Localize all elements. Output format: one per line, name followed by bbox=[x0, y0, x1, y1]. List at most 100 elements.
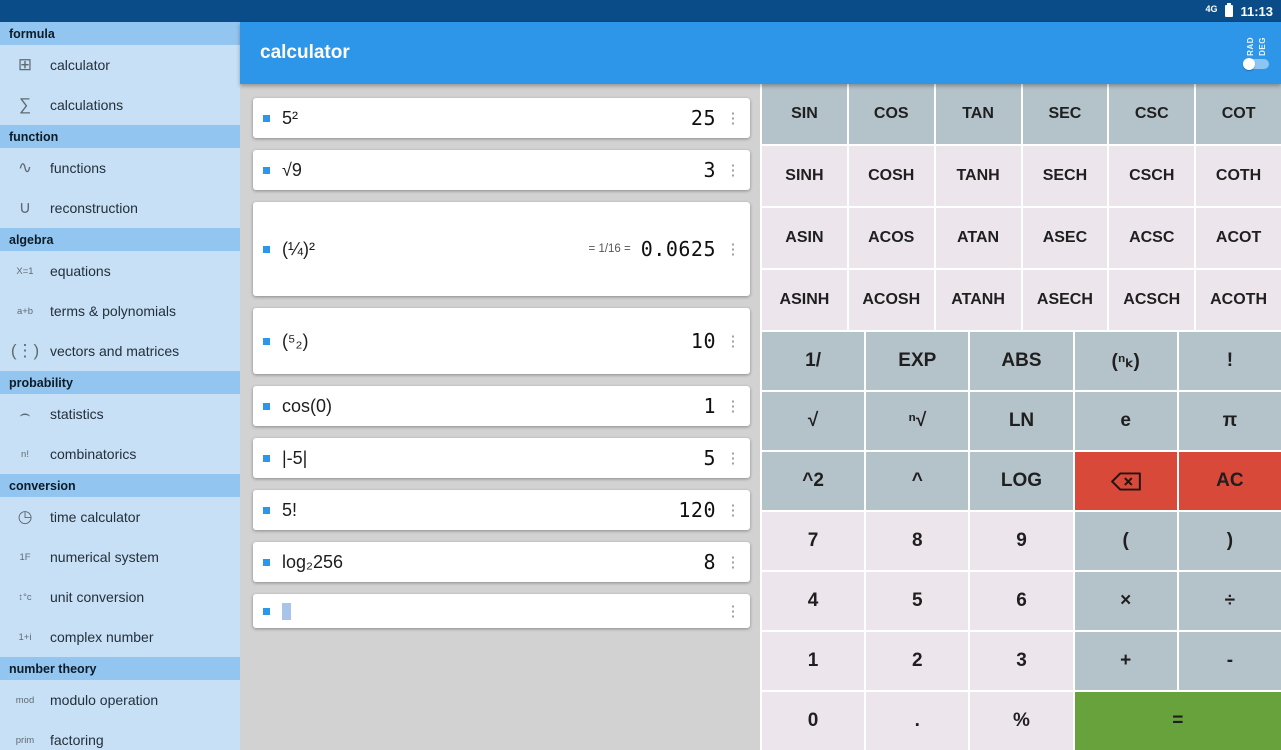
key-csch[interactable]: CSCH bbox=[1109, 146, 1195, 206]
bullet-icon bbox=[263, 402, 270, 410]
key-all-clear[interactable]: AC bbox=[1178, 452, 1281, 510]
key-close-paren[interactable]: ) bbox=[1178, 512, 1281, 570]
key-acos[interactable]: ACOS bbox=[848, 208, 934, 268]
key-divide[interactable]: ÷ bbox=[1178, 572, 1281, 630]
key-tan[interactable]: TAN bbox=[935, 84, 1021, 144]
key-multiply[interactable]: × bbox=[1074, 572, 1177, 630]
key-atanh[interactable]: ATANH bbox=[935, 270, 1021, 330]
key-power[interactable]: ^ bbox=[866, 452, 969, 510]
key-open-paren[interactable]: ( bbox=[1074, 512, 1177, 570]
angle-mode-toggle[interactable]: RAD DEG bbox=[1243, 37, 1269, 70]
history-menu-button[interactable]: ⋮ bbox=[725, 502, 741, 519]
history-card[interactable]: (⁵₂) 10 ⋮ bbox=[253, 308, 750, 374]
key-reciprocal[interactable]: 1/ bbox=[762, 332, 865, 390]
history-card[interactable]: √9 3 ⋮ bbox=[253, 150, 750, 190]
key-factorial[interactable]: ! bbox=[1178, 332, 1281, 390]
history-card[interactable]: |-5| 5 ⋮ bbox=[253, 438, 750, 478]
sidebar-item-complex-number[interactable]: 1+i complex number bbox=[0, 617, 240, 657]
key-pi[interactable]: π bbox=[1178, 392, 1281, 450]
key-asin[interactable]: ASIN bbox=[762, 208, 847, 268]
history-menu-button[interactable]: ⋮ bbox=[725, 603, 741, 620]
key-acoth[interactable]: ACOTH bbox=[1196, 270, 1281, 330]
history-card[interactable]: ⋮ bbox=[253, 594, 750, 628]
sidebar-item-statistics[interactable]: ⌢ statistics bbox=[0, 394, 240, 434]
key-square[interactable]: ^2 bbox=[762, 452, 865, 510]
key-backspace[interactable] bbox=[1074, 452, 1177, 510]
key-acsc[interactable]: ACSC bbox=[1109, 208, 1195, 268]
key-percent[interactable]: % bbox=[970, 692, 1073, 750]
key-atan[interactable]: ATAN bbox=[935, 208, 1021, 268]
key-coth[interactable]: COTH bbox=[1196, 146, 1281, 206]
main-panel: calculator RAD DEG 5² 25 ⋮ √9 3 ⋮ (¼)² = 1/16 =… bbox=[240, 22, 1281, 750]
key-digit-6[interactable]: 6 bbox=[970, 572, 1073, 630]
sidebar-item-reconstruction[interactable]: ∪ reconstruction bbox=[0, 188, 240, 228]
key-sqrt[interactable]: √ bbox=[762, 392, 865, 450]
key-digit-5[interactable]: 5 bbox=[866, 572, 969, 630]
key-digit-1[interactable]: 1 bbox=[762, 632, 865, 690]
history-menu-button[interactable]: ⋮ bbox=[725, 450, 741, 467]
bullet-icon bbox=[263, 114, 270, 122]
key-log[interactable]: LOG bbox=[970, 452, 1073, 510]
angle-switch[interactable] bbox=[1243, 57, 1269, 70]
key-sin[interactable]: SIN bbox=[762, 84, 847, 144]
key-sech[interactable]: SECH bbox=[1022, 146, 1108, 206]
history-card[interactable]: log₂256 8 ⋮ bbox=[253, 542, 750, 582]
key-asech[interactable]: ASECH bbox=[1022, 270, 1108, 330]
sidebar-item-calculator[interactable]: ⊞ calculator bbox=[0, 45, 240, 85]
history-card[interactable]: 5! 120 ⋮ bbox=[253, 490, 750, 530]
sidebar-item-unit-conversion[interactable]: ↕°c unit conversion bbox=[0, 577, 240, 617]
sidebar-item-terms-polynomials[interactable]: a+b terms & polynomials bbox=[0, 291, 240, 331]
key-plus[interactable]: + bbox=[1074, 632, 1177, 690]
sidebar-item-equations[interactable]: X=1 equations bbox=[0, 251, 240, 291]
sidebar-item-combinatorics[interactable]: n! combinatorics bbox=[0, 434, 240, 474]
key-asinh[interactable]: ASINH bbox=[762, 270, 847, 330]
key-cot[interactable]: COT bbox=[1196, 84, 1281, 144]
sidebar-item-factoring[interactable]: prim factoring bbox=[0, 720, 240, 750]
history-card[interactable]: 5² 25 ⋮ bbox=[253, 98, 750, 138]
history-menu-button[interactable]: ⋮ bbox=[725, 162, 741, 179]
key-sec[interactable]: SEC bbox=[1022, 84, 1108, 144]
key-equals[interactable]: = bbox=[1074, 692, 1281, 750]
sidebar-item-calculations[interactable]: ∑ calculations bbox=[0, 85, 240, 125]
backspace-icon bbox=[1110, 471, 1141, 491]
key-acot[interactable]: ACOT bbox=[1196, 208, 1281, 268]
history-card[interactable]: cos(0) 1 ⋮ bbox=[253, 386, 750, 426]
key-euler-e[interactable]: e bbox=[1074, 392, 1177, 450]
key-binomial[interactable]: (ⁿₖ) bbox=[1074, 332, 1177, 390]
sidebar-item-numerical-system[interactable]: 1F numerical system bbox=[0, 537, 240, 577]
key-acosh[interactable]: ACOSH bbox=[848, 270, 934, 330]
sidebar-item-time-calculator[interactable]: ◷ time calculator bbox=[0, 497, 240, 537]
sidebar-item-modulo-operation[interactable]: mod modulo operation bbox=[0, 680, 240, 720]
sidebar-item-functions[interactable]: ∿ functions bbox=[0, 148, 240, 188]
history-menu-button[interactable]: ⋮ bbox=[725, 241, 741, 258]
key-cosh[interactable]: COSH bbox=[848, 146, 934, 206]
history-card[interactable]: (¼)² = 1/16 = 0.0625 ⋮ bbox=[253, 202, 750, 296]
history-menu-button[interactable]: ⋮ bbox=[725, 554, 741, 571]
key-digit-9[interactable]: 9 bbox=[970, 512, 1073, 570]
key-ln[interactable]: LN bbox=[970, 392, 1073, 450]
history-menu-button[interactable]: ⋮ bbox=[725, 110, 741, 127]
key-digit-0[interactable]: 0 bbox=[762, 692, 865, 750]
key-decimal[interactable]: . bbox=[866, 692, 969, 750]
sidebar-item-vectors-and-matrices[interactable]: (⋮) vectors and matrices bbox=[0, 331, 240, 371]
key-cos[interactable]: COS bbox=[848, 84, 934, 144]
history-menu-button[interactable]: ⋮ bbox=[725, 333, 741, 350]
key-sinh[interactable]: SINH bbox=[762, 146, 847, 206]
key-digit-4[interactable]: 4 bbox=[762, 572, 865, 630]
key-asec[interactable]: ASEC bbox=[1022, 208, 1108, 268]
history-expression: cos(0) bbox=[282, 395, 333, 416]
main-pad: 1/EXP ABS (ⁿₖ)! √ ⁿ√ LN e π ^2 ^ LOG AC 7 8 9() 4 5 6 × ÷ 1 2… bbox=[762, 332, 1281, 750]
key-acsch[interactable]: ACSCH bbox=[1109, 270, 1195, 330]
sidebar-item-label: reconstruction bbox=[50, 200, 138, 216]
key-abs[interactable]: ABS bbox=[970, 332, 1073, 390]
key-exp[interactable]: EXP bbox=[866, 332, 969, 390]
key-tanh[interactable]: TANH bbox=[935, 146, 1021, 206]
key-digit-2[interactable]: 2 bbox=[866, 632, 969, 690]
key-minus[interactable]: - bbox=[1178, 632, 1281, 690]
key-digit-7[interactable]: 7 bbox=[762, 512, 865, 570]
key-csc[interactable]: CSC bbox=[1109, 84, 1195, 144]
key-nth-root[interactable]: ⁿ√ bbox=[866, 392, 969, 450]
history-menu-button[interactable]: ⋮ bbox=[725, 398, 741, 415]
key-digit-3[interactable]: 3 bbox=[970, 632, 1073, 690]
key-digit-8[interactable]: 8 bbox=[866, 512, 969, 570]
